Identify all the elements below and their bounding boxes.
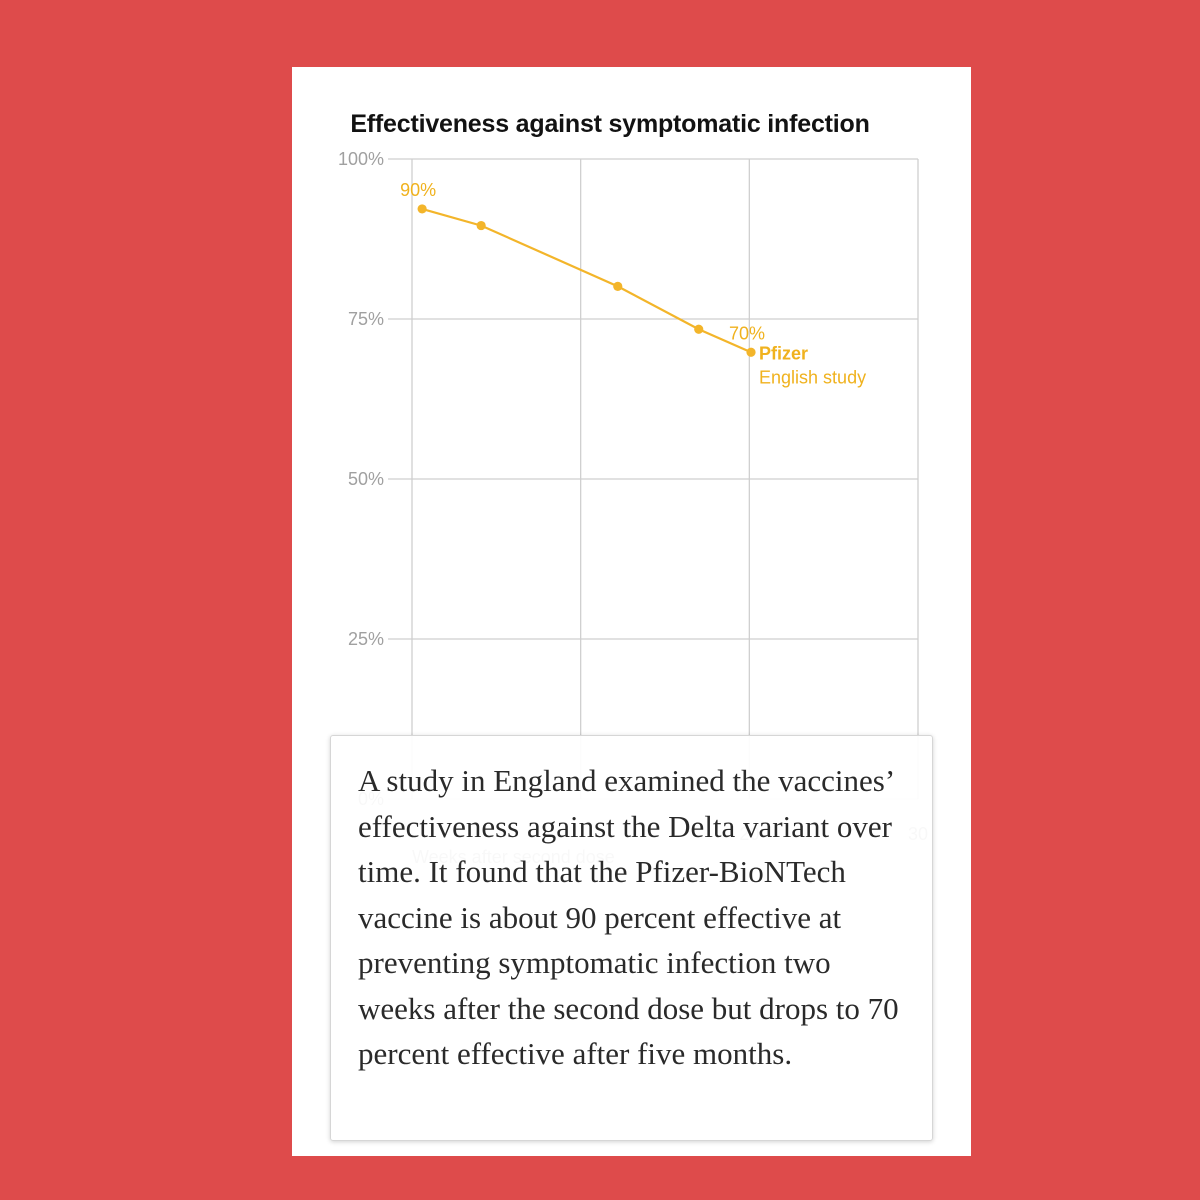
data-label: 70% [729,323,765,343]
data-point [417,204,427,214]
caption-box: A study in England examined the vaccines… [330,735,933,1141]
data-point [746,347,756,357]
data-point [694,324,704,334]
y-tick-label: 50% [348,469,384,489]
series-name-label: Pfizer [759,343,808,363]
data-point [476,220,486,231]
data-point [613,281,623,291]
series-sublabel: English study [759,367,866,387]
chart-grid [388,158,919,800]
data-label: 90% [400,180,436,200]
y-tick-label: 25% [348,629,384,649]
y-tick-label: 100% [338,149,384,169]
chart-series [417,204,756,357]
chart-labels: Pfizer English study 90% 70% [400,180,866,387]
chart-title: Effectiveness against symptomatic infect… [350,110,870,138]
y-tick-label: 75% [348,309,384,329]
caption-text: A study in England examined the vaccines… [358,763,899,1071]
